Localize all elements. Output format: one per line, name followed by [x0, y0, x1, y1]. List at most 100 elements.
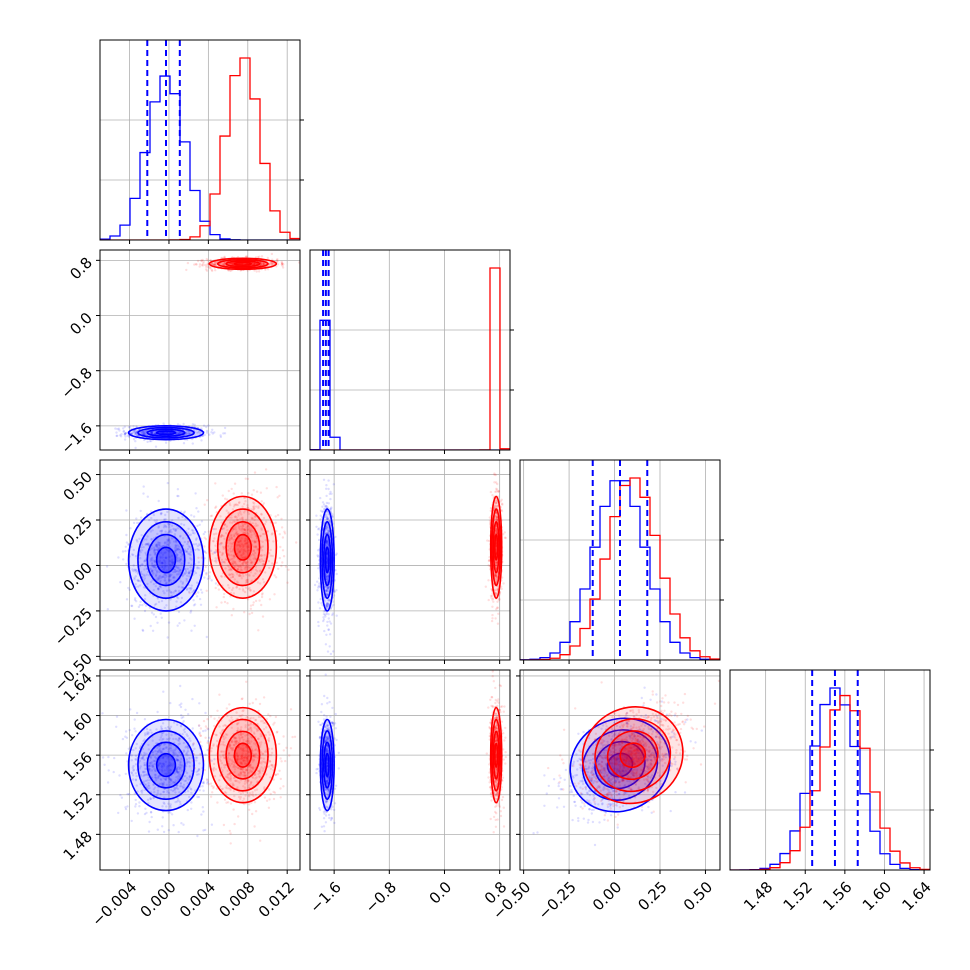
scatter-point [260, 554, 263, 557]
panel-content [100, 40, 300, 240]
scatter-point [322, 619, 325, 623]
scatter-point [145, 543, 148, 546]
scatter-point [252, 262, 255, 266]
scatter-point [166, 769, 169, 772]
scatter-point [230, 554, 233, 557]
scatter-point [230, 487, 233, 491]
scatter-point [262, 262, 265, 265]
scatter-point [184, 779, 188, 782]
scatter-point [210, 262, 213, 265]
scatter-point [255, 490, 259, 493]
scatter-point [179, 558, 183, 561]
scatter-point [163, 592, 166, 595]
scatter-point [280, 526, 284, 529]
scatter-point [220, 574, 223, 578]
scatter-point [147, 542, 150, 545]
scatter-point [144, 783, 148, 786]
scatter-point [133, 576, 136, 579]
scatter-point [156, 621, 159, 624]
scatter-point [175, 600, 178, 603]
scatter-point [326, 539, 329, 542]
scatter-point [492, 600, 495, 603]
scatter-point [172, 560, 175, 564]
scatter-point [159, 612, 162, 615]
scatter-point [210, 431, 213, 434]
scatter-point [154, 566, 158, 569]
scatter-point [183, 548, 187, 551]
contour-line [137, 521, 195, 599]
scatter-point [245, 550, 248, 553]
scatter-point [184, 746, 187, 749]
scatter-point [181, 785, 185, 789]
scatter-point [256, 570, 259, 573]
scatter-point [132, 774, 135, 777]
scatter-point [243, 539, 246, 543]
scatter-point [196, 581, 199, 584]
scatter-point [184, 517, 187, 520]
scatter-point [318, 577, 321, 580]
scatter-point [177, 739, 181, 742]
scatter-point [147, 748, 150, 751]
scatter-point [194, 263, 198, 266]
scatter-point [127, 426, 131, 429]
scatter-point [270, 262, 273, 265]
scatter-point [326, 575, 329, 579]
scatter-point [334, 569, 337, 572]
scatter-point [500, 576, 504, 579]
scatter-point [198, 702, 201, 705]
scatter-point [226, 529, 229, 532]
scatter-point [326, 580, 329, 583]
scatter-point [152, 546, 156, 549]
scatter-point [157, 587, 160, 590]
scatter-point [152, 796, 155, 800]
scatter-point [262, 263, 265, 266]
scatter-point [178, 622, 181, 625]
scatter-point [326, 526, 329, 530]
scatter-point [165, 755, 168, 758]
scatter-point [250, 579, 254, 582]
scatter-point [132, 438, 136, 441]
scatter-point [193, 524, 196, 528]
scatter-point [326, 605, 329, 608]
scatter-point [253, 539, 256, 542]
scatter-point [143, 432, 147, 435]
scatter-point [331, 600, 335, 603]
scatter-point [329, 652, 333, 656]
scatter-point [135, 517, 138, 520]
scatter-point [190, 807, 193, 810]
scatter-point [327, 543, 330, 547]
scatter-point [151, 556, 154, 559]
scatter-point [243, 567, 246, 571]
panel-2-0 [96, 459, 301, 664]
scatter-point [183, 786, 186, 789]
scatter-point [281, 262, 284, 265]
scatter-point [154, 548, 157, 551]
scatter-point [160, 732, 164, 735]
scatter-point [154, 565, 157, 568]
scatter-point [264, 520, 268, 523]
scatter-point [132, 768, 135, 771]
scatter-point [276, 513, 280, 517]
scatter-point [326, 593, 329, 596]
scatter-point [248, 557, 251, 560]
scatter-point [228, 521, 232, 524]
scatter-point [204, 538, 208, 541]
scatter-point [186, 734, 189, 738]
scatter-point [332, 603, 335, 607]
scatter-point [162, 764, 166, 768]
scatter-point [168, 743, 171, 746]
scatter-point [496, 518, 499, 521]
scatter-point [130, 819, 133, 823]
scatter-point [185, 577, 188, 581]
scatter-point [148, 761, 152, 765]
scatter-point [134, 575, 137, 578]
scatter-point [185, 549, 188, 553]
scatter-point [162, 568, 165, 571]
scatter-point [242, 528, 246, 531]
scatter-point [493, 473, 496, 476]
density-fill-series-0 [128, 509, 204, 611]
scatter-point [236, 573, 239, 576]
scatter-point [487, 539, 491, 543]
scatter-point [107, 755, 110, 759]
scatter-point [231, 586, 235, 590]
